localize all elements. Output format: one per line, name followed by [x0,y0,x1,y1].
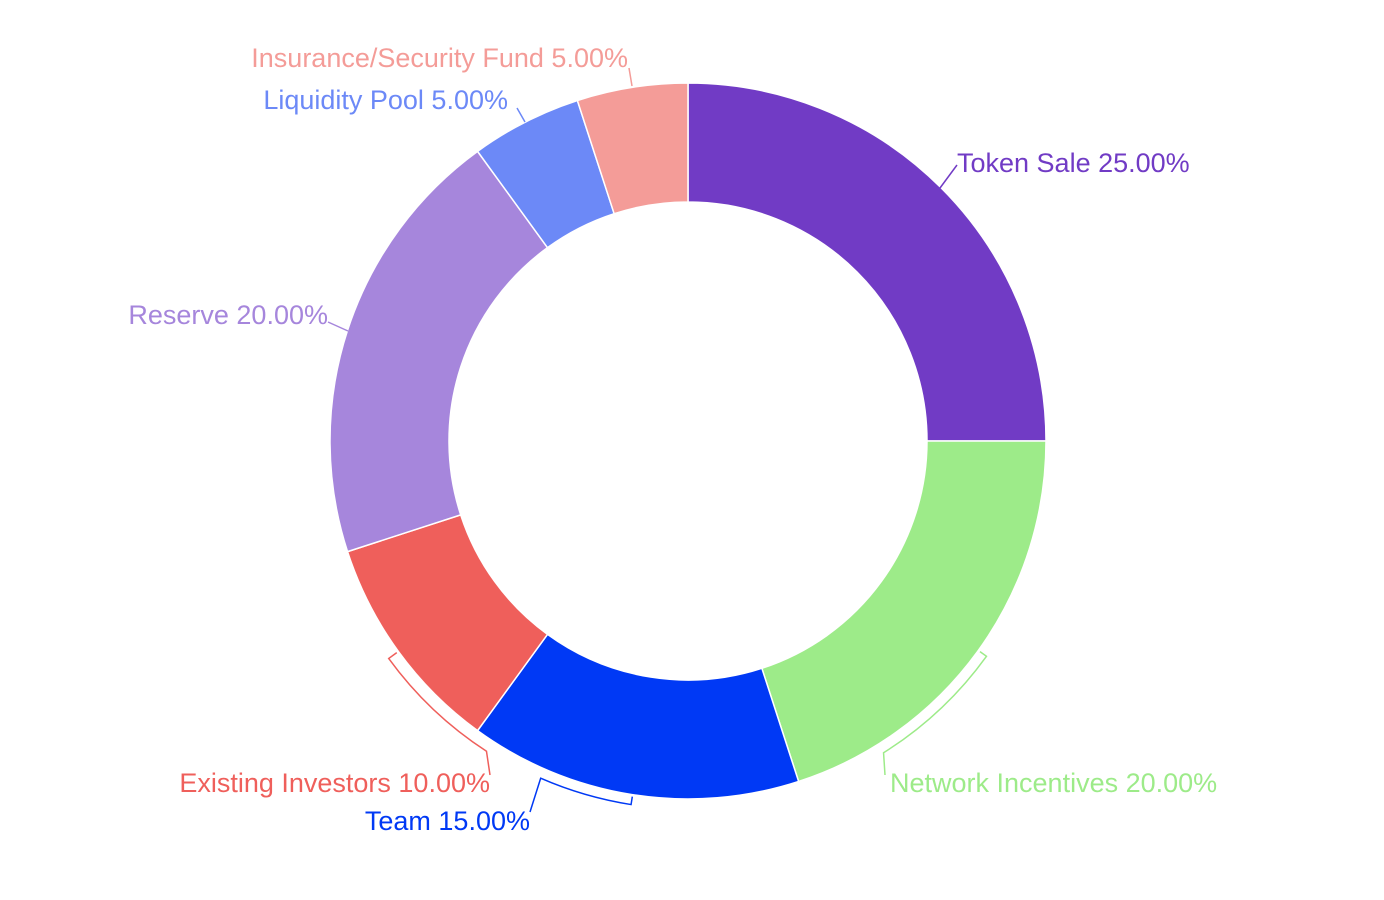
slice-network-incentives[interactable] [760,440,1047,783]
data-label-insurance-security-fund: Insurance/Security Fund 5.00% [251,43,628,73]
slice-token-sale[interactable] [687,82,1047,442]
leader-line-insurance-security-fund [628,67,633,87]
leader-line-team [529,777,634,813]
slice-insurance-security-fund[interactable] [576,82,689,215]
data-label-existing-investors: Existing Investors 10.00% [179,768,490,798]
slice-reserve[interactable] [329,150,549,553]
data-label-liquidity-pool: Liquidity Pool 5.00% [263,85,508,115]
data-label-network-incentives: Network Incentives 20.00% [890,768,1217,798]
leader-line-liquidity-pool [516,107,526,123]
leader-line-reserve [327,321,349,332]
leader-line-network-incentives [882,650,988,776]
data-label-token-sale: Token Sale 25.00% [957,148,1190,178]
data-label-team: Team 15.00% [365,806,530,836]
leader-line-token-sale [939,164,958,189]
leader-line-existing-investors [387,651,491,776]
data-label-reserve: Reserve 20.00% [128,300,328,330]
